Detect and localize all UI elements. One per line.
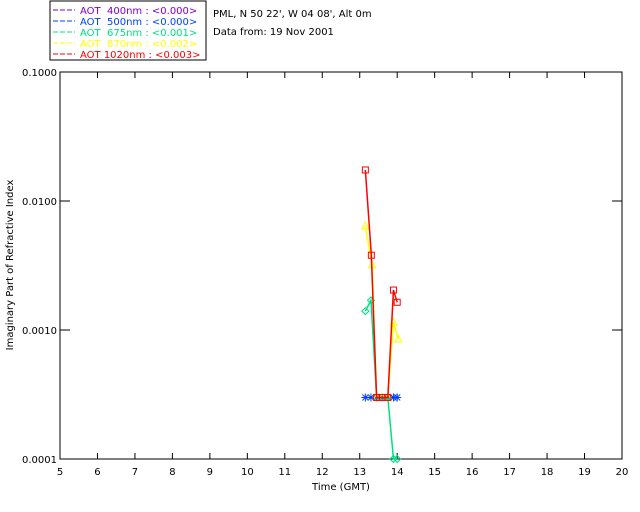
- data-point: [389, 454, 398, 464]
- x-tick-label: 13: [353, 467, 366, 478]
- legend-entry: AOT 1020nm : <0.003>: [80, 50, 200, 61]
- x-tick-label: 20: [616, 467, 629, 478]
- data-point: [393, 298, 401, 306]
- data-point: [361, 166, 369, 174]
- legend-entry: AOT 870nm : <0.002>: [80, 39, 197, 50]
- data-point: [394, 333, 403, 343]
- x-tick-label: 19: [578, 467, 591, 478]
- legend-entry: AOT 400nm : <0.000>: [80, 6, 197, 17]
- x-tick-label: 6: [94, 467, 100, 478]
- data-point: [361, 393, 370, 402]
- data-point: [366, 393, 375, 402]
- data-point: [384, 393, 392, 401]
- x-tick-label: 14: [391, 467, 404, 478]
- x-tick-label: 17: [503, 467, 516, 478]
- y-axis-label: Imaginary Part of Refractive Index: [5, 180, 16, 351]
- x-tick-label: 9: [207, 467, 213, 478]
- legend: AOT 400nm : <0.000>AOT 500nm : <0.000>AO…: [49, 0, 207, 61]
- x-tick-label: 8: [169, 467, 175, 478]
- data-point: [367, 251, 375, 259]
- data-point: [389, 286, 397, 294]
- y-tick-label: 0.0001: [22, 455, 57, 466]
- series-line: [364, 169, 398, 399]
- legend-entry: AOT 500nm : <0.000>: [80, 17, 197, 28]
- x-tick-label: 15: [428, 467, 441, 478]
- x-tick-label: 5: [57, 467, 63, 478]
- x-tick-label: 11: [278, 467, 291, 478]
- y-tick-label: 0.0100: [22, 197, 57, 208]
- x-tick-label: 16: [466, 467, 479, 478]
- x-tick-label: 12: [316, 467, 329, 478]
- x-axis-label: Time (GMT): [311, 482, 370, 493]
- y-tick-label: 0.1000: [22, 68, 57, 79]
- plot-area: [59, 71, 623, 460]
- legend-entry: AOT 675nm : <0.001>: [80, 28, 197, 39]
- data-point: [361, 220, 370, 230]
- date-text: Data from: 19 Nov 2001: [213, 27, 334, 38]
- x-tick-label: 7: [132, 467, 138, 478]
- x-tick-label: 10: [241, 467, 254, 478]
- location-text: PML, N 50 22', W 04 08', Alt 0m: [213, 9, 372, 20]
- x-tick-label: 18: [541, 467, 554, 478]
- data-point: [393, 393, 402, 402]
- y-tick-label: 0.0010: [22, 326, 57, 337]
- data-point: [392, 454, 402, 464]
- data-point: [361, 306, 370, 316]
